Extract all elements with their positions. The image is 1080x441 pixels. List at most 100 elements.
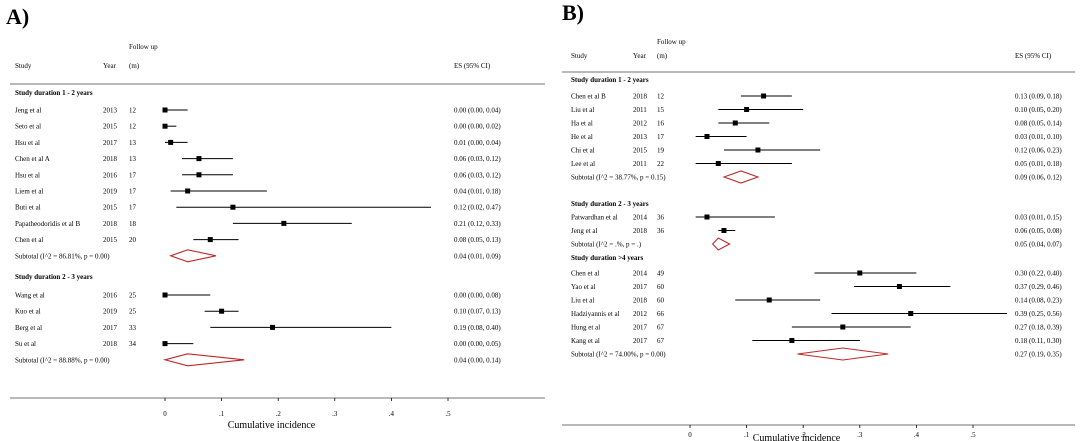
study-name: Liem et al bbox=[15, 188, 43, 196]
study-name: Liu et al bbox=[571, 297, 594, 305]
study-name: Su et al bbox=[15, 340, 36, 348]
study-name: Chen et al bbox=[571, 270, 599, 278]
subtotal-label: Subtotal (I^2 = 88.88%, p = 0.00) bbox=[15, 356, 110, 364]
study-es-ci: 0.10 (0.07, 0.13) bbox=[454, 308, 501, 316]
group-title: Study duration 2 - 3 years bbox=[15, 273, 93, 281]
study-followup: 67 bbox=[657, 337, 665, 345]
study-year: 2018 bbox=[633, 297, 648, 305]
study-name: Hung et al bbox=[571, 324, 600, 332]
study-followup: 22 bbox=[657, 160, 665, 168]
point-estimate-square bbox=[162, 123, 168, 129]
study-es-ci: 0.03 (0.01, 0.10) bbox=[1015, 133, 1062, 141]
study-followup: 16 bbox=[657, 120, 665, 128]
study-year: 2017 bbox=[633, 337, 648, 345]
x-tick-label: .2 bbox=[801, 431, 807, 439]
study-followup: 33 bbox=[129, 324, 137, 332]
point-estimate-square bbox=[721, 228, 727, 233]
study-year: 2019 bbox=[103, 188, 118, 196]
study-name: Hsu et al bbox=[15, 139, 40, 147]
study-es-ci: 0.18 (0.11, 0.30) bbox=[1015, 337, 1062, 345]
study-name: Chen et al B bbox=[571, 93, 606, 101]
study-es-ci: 0.12 (0.02, 0.47) bbox=[454, 204, 501, 212]
x-tick-label: .5 bbox=[445, 410, 451, 418]
study-es-ci: 0.12 (0.06, 0.23) bbox=[1015, 147, 1062, 155]
subtotal-es-ci: 0.27 (0.19, 0.35) bbox=[1015, 351, 1062, 359]
subtotal-diamond bbox=[162, 353, 245, 367]
study-es-ci: 0.00 (0.00, 0.05) bbox=[454, 340, 501, 348]
study-year: 2013 bbox=[103, 107, 118, 115]
study-es-ci: 0.21 (0.12, 0.33) bbox=[454, 220, 501, 228]
study-name: Jeng et al bbox=[571, 227, 597, 235]
study-name: Liu et al bbox=[571, 106, 594, 114]
study-name: Hadziyannis et al bbox=[571, 310, 620, 318]
study-year: 2017 bbox=[103, 139, 118, 147]
study-name: Papatheodoridis et al B bbox=[15, 220, 80, 228]
study-es-ci: 0.39 (0.25, 0.56) bbox=[1015, 310, 1062, 318]
study-followup: 15 bbox=[657, 106, 665, 114]
point-estimate-square bbox=[162, 107, 168, 113]
study-es-ci: 0.13 (0.09, 0.18) bbox=[1015, 93, 1062, 101]
study-year: 2014 bbox=[633, 270, 648, 278]
study-es-ci: 0.06 (0.03, 0.12) bbox=[454, 155, 501, 163]
study-name: Patwardhan et al bbox=[571, 214, 618, 222]
subtotal-label: Subtotal (I^2 = 86.81%, p = 0.00) bbox=[15, 252, 110, 260]
point-estimate-square bbox=[715, 161, 721, 166]
group-title: Study duration 1 - 2 years bbox=[571, 76, 649, 84]
x-tick-label: .4 bbox=[389, 410, 395, 418]
point-estimate-square bbox=[168, 139, 174, 145]
study-name: Ha et al bbox=[571, 120, 593, 128]
study-name: Seto et al bbox=[15, 123, 41, 131]
x-tick-label: .3 bbox=[332, 410, 338, 418]
study-name: Hsu et al bbox=[15, 171, 40, 179]
point-estimate-square bbox=[755, 147, 761, 153]
study-name: Lee et al bbox=[571, 160, 595, 168]
study-year: 2016 bbox=[103, 171, 118, 179]
x-tick-label: .3 bbox=[857, 431, 863, 439]
study-year: 2018 bbox=[633, 227, 648, 235]
study-year: 2018 bbox=[633, 93, 648, 101]
study-followup: 13 bbox=[129, 155, 137, 163]
study-followup: 12 bbox=[657, 93, 665, 101]
study-followup: 34 bbox=[129, 340, 137, 348]
study-name: Jeng et al bbox=[15, 107, 41, 115]
study-followup: 19 bbox=[657, 147, 665, 155]
study-followup: 17 bbox=[129, 188, 137, 196]
column-header-followup: Follow up bbox=[657, 38, 686, 46]
study-year: 2019 bbox=[103, 308, 118, 316]
study-year: 2012 bbox=[633, 310, 648, 318]
study-followup: 12 bbox=[129, 107, 137, 115]
point-estimate-square bbox=[219, 308, 225, 314]
study-es-ci: 0.08 (0.05, 0.14) bbox=[1015, 120, 1062, 128]
column-header-year: Year bbox=[633, 52, 647, 60]
group-title: Study duration >4 years bbox=[571, 254, 644, 262]
subtotal-es-ci: 0.05 (0.04, 0.07) bbox=[1015, 241, 1062, 249]
study-name: Chen et al A bbox=[15, 155, 50, 163]
study-followup: 66 bbox=[657, 310, 665, 318]
study-es-ci: 0.00 (0.00, 0.02) bbox=[454, 123, 501, 131]
study-followup: 67 bbox=[657, 324, 665, 332]
study-followup: 49 bbox=[657, 270, 665, 278]
study-es-ci: 0.30 (0.22, 0.40) bbox=[1015, 270, 1062, 278]
column-header-followup-unit: (m) bbox=[129, 62, 140, 70]
subtotal-diamond bbox=[711, 237, 731, 251]
x-tick-label: .1 bbox=[219, 410, 225, 418]
x-tick-label: 0 bbox=[163, 410, 167, 418]
point-estimate-square bbox=[840, 324, 846, 330]
study-year: 2018 bbox=[103, 340, 118, 348]
study-es-ci: 0.00 (0.00, 0.08) bbox=[454, 292, 501, 300]
subtotal-label: Subtotal (I^2 = .%, p = .) bbox=[571, 241, 642, 249]
point-estimate-square bbox=[704, 214, 710, 220]
study-year: 2013 bbox=[633, 133, 648, 141]
study-followup: 36 bbox=[657, 214, 665, 222]
study-name: Yao et al bbox=[571, 283, 596, 291]
study-es-ci: 0.10 (0.05, 0.20) bbox=[1015, 106, 1062, 114]
study-followup: 12 bbox=[129, 123, 137, 131]
column-header-followup-unit: (m) bbox=[657, 52, 668, 60]
column-header-es: ES (95% CI) bbox=[454, 62, 491, 70]
study-followup: 17 bbox=[129, 204, 137, 212]
study-followup: 13 bbox=[129, 139, 137, 147]
study-followup: 60 bbox=[657, 297, 665, 305]
point-estimate-square bbox=[704, 134, 710, 139]
point-estimate-square bbox=[857, 270, 863, 276]
